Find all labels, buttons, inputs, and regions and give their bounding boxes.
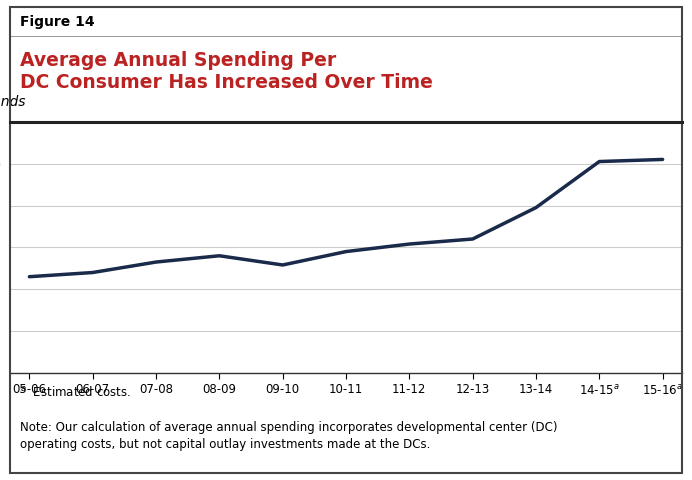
Text: $^a$  Estimated costs.: $^a$ Estimated costs. (21, 385, 131, 399)
Text: Average Annual Spending Per
DC Consumer Has Increased Over Time: Average Annual Spending Per DC Consumer … (21, 51, 433, 93)
Text: Total Funds: Total Funds (0, 95, 25, 109)
Text: Note: Our calculation of average annual spending incorporates developmental cent: Note: Our calculation of average annual … (21, 421, 558, 451)
Text: Figure 14: Figure 14 (21, 15, 95, 29)
